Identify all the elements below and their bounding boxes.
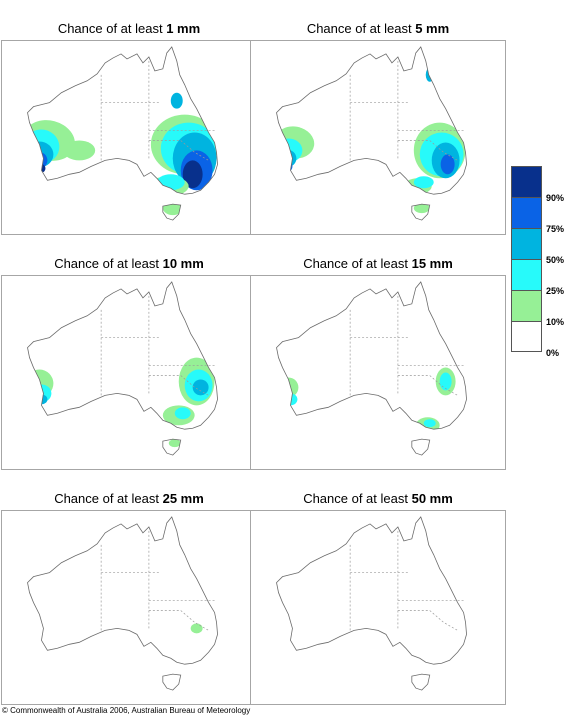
legend-swatch-90 [511, 166, 542, 197]
australia-map [250, 510, 506, 705]
state-border [397, 610, 458, 631]
probability-area [168, 439, 181, 448]
probability-area [38, 651, 49, 662]
probability-area [276, 138, 303, 163]
probability-area [439, 372, 452, 391]
copyright-notice: © Commonwealth of Australia 2006, Austra… [2, 706, 251, 715]
probability-area [170, 92, 183, 109]
probability-area [413, 176, 434, 189]
panel-title: Chance of at least 15 mm [303, 256, 453, 271]
probability-area [192, 379, 209, 396]
legend-swatch-75 [511, 197, 542, 228]
rainfall-probability-areas [278, 367, 456, 434]
australia-map [1, 510, 257, 705]
state-border [148, 610, 209, 631]
panel-5mm: Chance of at least 5 mm [249, 20, 507, 252]
panel-15mm: Chance of at least 15 mm [249, 255, 507, 487]
probability-area [174, 407, 191, 420]
panel-title: Chance of at least 5 mm [306, 21, 450, 36]
panel-title: Chance of at least 1 mm [57, 21, 201, 36]
map-svg [27, 46, 218, 221]
legend-label: 75% [546, 224, 565, 234]
panel-25mm: Chance of at least 25 mm [0, 490, 258, 722]
australia-map [250, 40, 506, 235]
legend-label: 50% [546, 255, 565, 265]
probability-area [63, 140, 96, 161]
map-svg [27, 281, 218, 456]
coastline [162, 438, 182, 456]
map-svg [276, 281, 467, 456]
australia-map [1, 275, 257, 470]
panel-50mm: Chance of at least 50 mm [249, 490, 507, 722]
legend-label: 0% [546, 348, 560, 358]
probability-area [33, 163, 46, 174]
legend-swatch-10 [511, 290, 542, 321]
probability-legend: 90% 75% 50% 25% 10% 0% [511, 166, 567, 358]
panel-10mm: Chance of at least 10 mm [0, 255, 258, 487]
rainfall-probability-areas [27, 92, 218, 216]
state-border [148, 375, 209, 396]
australia-map [1, 40, 257, 235]
coastline [27, 281, 218, 430]
panel-1mm: Chance of at least 1 mm [0, 20, 258, 252]
map-svg [276, 46, 467, 221]
probability-area [35, 394, 48, 405]
coastline [411, 203, 431, 221]
legend-label: 25% [546, 286, 565, 296]
probability-area [190, 623, 203, 634]
legend-swatch-25 [511, 259, 542, 290]
map-svg [276, 516, 467, 691]
legend-label: 90% [546, 193, 565, 203]
australia-map [250, 275, 506, 470]
rainfall-probability-areas [276, 67, 466, 214]
probability-area [276, 149, 297, 168]
coastline [276, 46, 467, 195]
probability-area [413, 203, 430, 214]
coastline [276, 516, 467, 665]
rainfall-probability-areas [27, 357, 215, 448]
probability-area [182, 160, 203, 189]
coastline [27, 46, 218, 195]
legend-label: 10% [546, 317, 565, 327]
coastline [162, 203, 182, 221]
legend-swatch-50 [511, 228, 542, 259]
probability-area [425, 67, 434, 82]
coastline [276, 281, 467, 430]
probability-area [423, 419, 436, 428]
legend-swatch-0 [511, 321, 542, 352]
panel-title: Chance of at least 50 mm [303, 491, 453, 506]
probability-area [440, 154, 455, 175]
coastline [411, 673, 431, 691]
panel-title: Chance of at least 10 mm [54, 256, 204, 271]
coastline [162, 673, 182, 691]
map-svg [27, 516, 218, 691]
state-border [148, 140, 209, 161]
panel-title: Chance of at least 25 mm [54, 491, 204, 506]
coastline [411, 438, 431, 456]
coastline [27, 516, 218, 665]
